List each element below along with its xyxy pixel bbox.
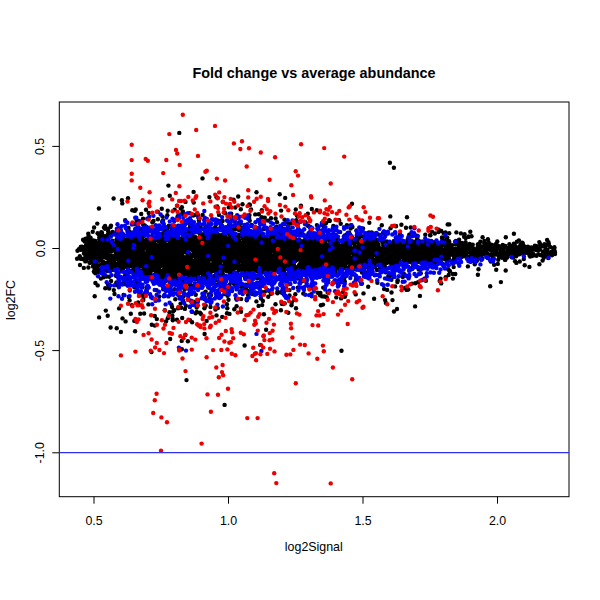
svg-text:-1.0: -1.0 [34,442,48,463]
svg-text:0.0: 0.0 [34,240,48,257]
svg-text:2.0: 2.0 [489,514,506,528]
svg-text:1.0: 1.0 [220,514,237,528]
svg-text:Fold change vs average abundan: Fold change vs average abundance [192,65,435,81]
svg-text:0.5: 0.5 [34,138,48,155]
svg-text:0.5: 0.5 [85,514,102,528]
svg-text:log2FC: log2FC [4,280,18,320]
svg-text:log2Signal: log2Signal [285,540,343,554]
svg-text:-0.5: -0.5 [34,340,48,361]
svg-text:1.5: 1.5 [354,514,371,528]
